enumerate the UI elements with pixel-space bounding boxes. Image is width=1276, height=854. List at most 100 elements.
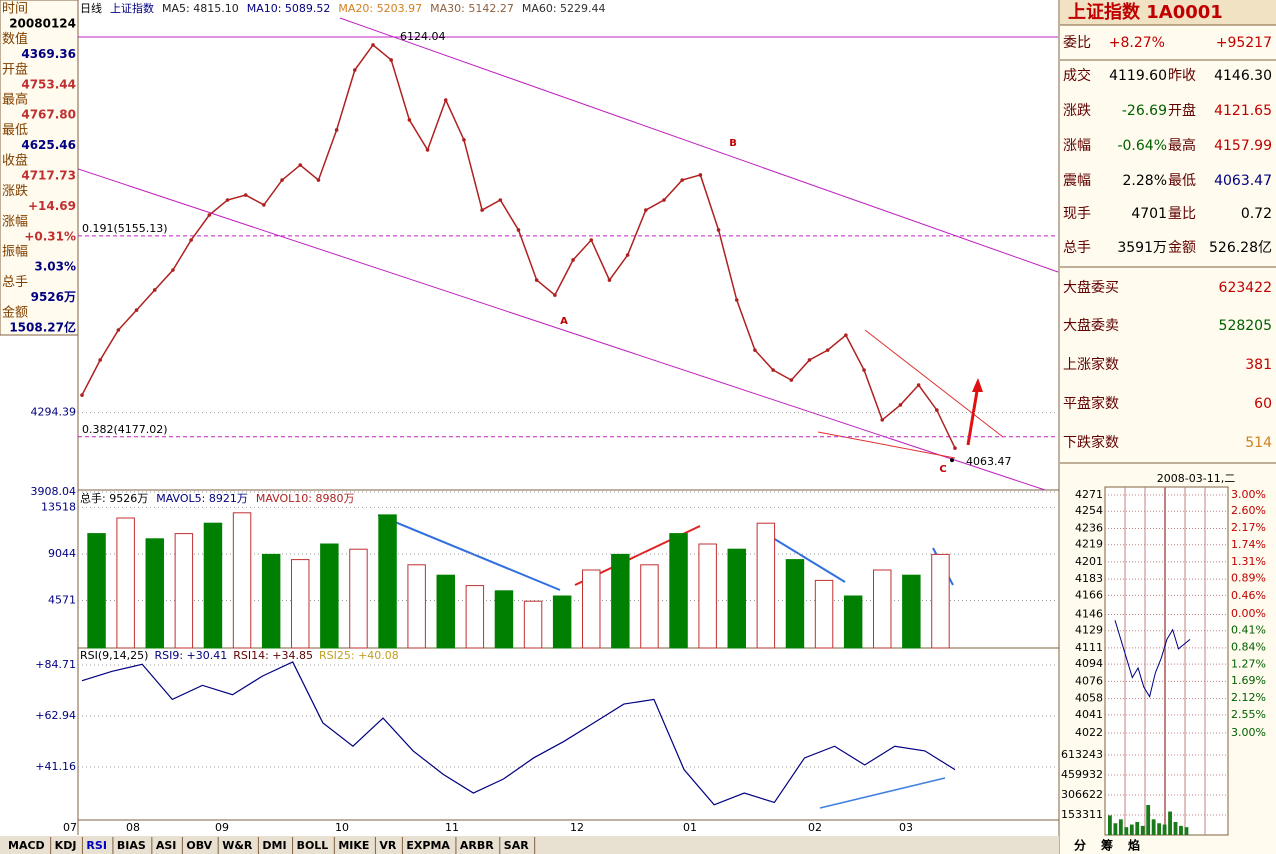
intraday-vol-bar xyxy=(1179,825,1183,835)
quote-label: 下跌家数 xyxy=(1063,434,1119,451)
mini-y2-tick: 2.17% xyxy=(1231,521,1266,534)
info-label: 最高 xyxy=(2,92,28,108)
info-label: 收盘 xyxy=(2,153,28,169)
info-label: 涨跌 xyxy=(2,183,28,199)
volume-bar xyxy=(116,517,135,649)
volume-bar xyxy=(785,559,805,649)
side-tab[interactable]: 分 xyxy=(1074,838,1086,853)
price-point xyxy=(207,213,212,217)
quote-label: 昨收 xyxy=(1168,68,1196,84)
price-point xyxy=(898,403,903,407)
indicator-tab[interactable]: MIKE xyxy=(338,839,369,852)
annotation: B xyxy=(729,138,737,149)
legend-text: MA60: 5229.44 xyxy=(522,2,606,15)
info-panel xyxy=(0,0,79,336)
info-label: 数值 xyxy=(2,31,28,47)
quote-value: +8.27% xyxy=(1109,35,1165,51)
quote-label: 现手 xyxy=(1063,206,1091,222)
quote-rows: 委比 +8.27% +95217 成交 4119.60 昨收 4146.30 涨跌 -26.69… xyxy=(1060,24,1276,464)
mini-y-tick: 4076 xyxy=(1075,674,1103,687)
quote-label: 涨幅 xyxy=(1063,138,1091,154)
mini-vol-tick: 613243 xyxy=(1061,748,1103,761)
indicator-tab[interactable]: EXPMA xyxy=(406,839,450,852)
indicator-tab[interactable]: OBV xyxy=(186,839,212,852)
y-tick-label: 4571 xyxy=(48,593,76,606)
intraday-vol-bar xyxy=(1108,815,1112,835)
price-point xyxy=(734,298,739,302)
quote-value: 4121.65 xyxy=(1214,103,1272,119)
price-point xyxy=(262,203,266,207)
mini-y-tick: 4022 xyxy=(1075,726,1103,739)
mini-y-tick: 4129 xyxy=(1075,624,1103,637)
price-point xyxy=(825,348,830,352)
quote-label: 上涨家数 xyxy=(1063,356,1119,373)
price-point xyxy=(807,358,812,362)
mini-y-tick: 4201 xyxy=(1075,555,1103,568)
indicator-tab[interactable]: BOLL xyxy=(297,839,329,852)
volume-bar xyxy=(494,590,514,649)
volume-bar xyxy=(436,574,455,649)
info-label: 总手 xyxy=(2,275,28,290)
quote-value: 4119.60 xyxy=(1109,68,1167,84)
volume-bar xyxy=(407,564,426,649)
mini-frame xyxy=(1104,486,1229,836)
trend-line xyxy=(819,777,946,809)
quote-value: 623422 xyxy=(1219,280,1272,296)
indicator-tab[interactable]: BIAS xyxy=(117,839,146,852)
intraday-vol-bar xyxy=(1184,827,1189,835)
tab-bar xyxy=(0,836,1059,854)
price-point xyxy=(935,408,939,412)
quote-label: 委比 xyxy=(1063,35,1091,51)
y-tick-label: +62.94 xyxy=(35,709,76,722)
side-tab[interactable]: 筹 xyxy=(1101,838,1113,853)
info-label: 开盘 xyxy=(2,61,28,77)
info-label: 涨幅 xyxy=(2,214,28,229)
intraday-vol-bar xyxy=(1113,823,1118,835)
price-point xyxy=(80,393,84,397)
mini-y-tick: 4058 xyxy=(1075,692,1103,705)
quote-value: 60 xyxy=(1254,396,1272,412)
indicator-tab[interactable]: RSI xyxy=(86,839,107,852)
volume-bar xyxy=(640,564,659,649)
indicator-tab[interactable]: DMI xyxy=(262,839,286,852)
legend-text: MA5: 4815.10 xyxy=(162,2,239,15)
volume-bar xyxy=(523,600,543,649)
volume-bar xyxy=(203,522,223,649)
volume-bar xyxy=(291,559,310,649)
y-tick-label: +84.71 xyxy=(35,658,76,671)
mini-y-tick: 4041 xyxy=(1075,708,1103,721)
x-tick-label: 08 xyxy=(126,821,140,834)
level-label: 4063.47 xyxy=(966,455,1012,468)
indicator-tab[interactable]: ASI xyxy=(156,839,177,852)
quote-value: 4157.99 xyxy=(1214,138,1272,154)
y-tick-label: 3908.04 xyxy=(31,485,77,498)
mini-y-tick: 4219 xyxy=(1075,538,1103,551)
price-point xyxy=(225,198,230,202)
indicator-tab[interactable]: W&R xyxy=(222,839,253,852)
volume-bar xyxy=(87,533,106,649)
indicator-tab[interactable]: SAR xyxy=(504,839,529,852)
info-value: 4717.73 xyxy=(21,169,76,183)
volume-bar xyxy=(349,548,368,649)
indicator-tab[interactable]: MACD xyxy=(8,839,45,852)
x-tick-label: 03 xyxy=(899,821,913,834)
mini-y2-tick: 1.74% xyxy=(1231,538,1266,551)
volume-bar xyxy=(174,533,194,649)
volume-bar xyxy=(843,595,863,649)
arrow xyxy=(767,534,846,583)
price-point xyxy=(862,368,866,372)
intraday-vol-bar xyxy=(1157,823,1162,835)
mini-y-tick: 4166 xyxy=(1075,588,1103,601)
arrow-head xyxy=(972,378,983,392)
info-value: 4625.46 xyxy=(21,138,76,152)
quote-label: 开盘 xyxy=(1168,102,1196,119)
mini-y-tick: 4183 xyxy=(1075,572,1103,585)
volume-bar xyxy=(378,514,397,649)
indicator-tab[interactable]: KDJ xyxy=(55,839,77,852)
mini-vol-tick: 153311 xyxy=(1061,808,1103,821)
indicator-tab[interactable]: ARBR xyxy=(460,839,494,852)
volume-bar xyxy=(145,538,164,649)
indicator-tab[interactable]: VR xyxy=(379,839,397,852)
legend-text: 总手: 9526万 xyxy=(80,491,148,505)
side-tab[interactable]: 焰 xyxy=(1128,838,1140,853)
